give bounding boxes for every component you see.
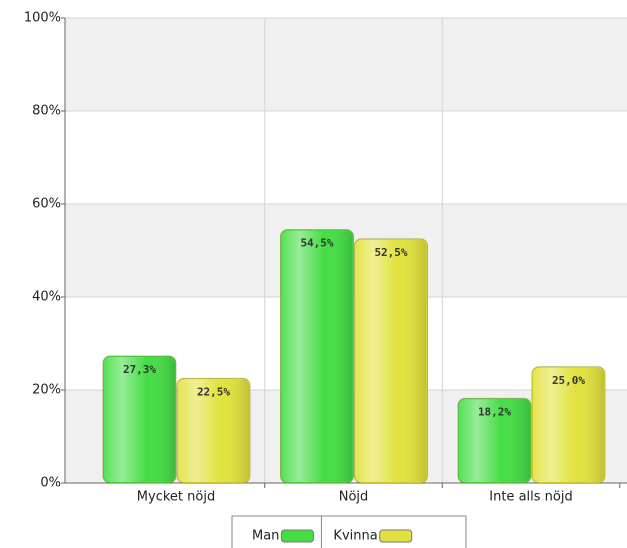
value-label: 52,5%	[374, 246, 407, 259]
value-label: 27,3%	[123, 363, 156, 376]
x-tick-label: Mycket nöjd	[137, 490, 215, 505]
y-tick-label: 0%	[40, 476, 61, 491]
y-tick-label: 40%	[32, 290, 61, 305]
value-label: 25,0%	[552, 374, 585, 387]
legend-box	[231, 515, 467, 548]
value-label: 54,5%	[300, 237, 333, 250]
bar-shine	[104, 357, 175, 482]
legend-swatch	[280, 529, 314, 543]
bar-shine	[281, 230, 353, 482]
legend-label: Man	[252, 529, 279, 544]
value-label: 22,5%	[197, 385, 230, 398]
legend-swatch	[379, 529, 413, 543]
value-label: 18,2%	[478, 405, 511, 418]
y-tick-label: 60%	[32, 197, 61, 212]
bar-shine	[355, 239, 427, 482]
bar-shine	[459, 399, 530, 482]
legend: Man Kvinna	[231, 515, 467, 548]
bar-shine	[533, 367, 604, 482]
y-tick-label: 20%	[32, 383, 61, 398]
y-tick-label: 100%	[24, 11, 61, 26]
bar-shine	[178, 379, 249, 482]
y-tick-label: 80%	[32, 104, 61, 119]
legend-label: Kvinna	[333, 529, 377, 544]
x-tick-label: Inte alls nöjd	[489, 490, 572, 505]
grid-band	[65, 18, 627, 111]
x-tick-label: Nöjd	[339, 490, 369, 505]
